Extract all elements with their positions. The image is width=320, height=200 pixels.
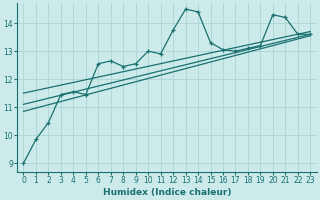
X-axis label: Humidex (Indice chaleur): Humidex (Indice chaleur) — [103, 188, 231, 197]
